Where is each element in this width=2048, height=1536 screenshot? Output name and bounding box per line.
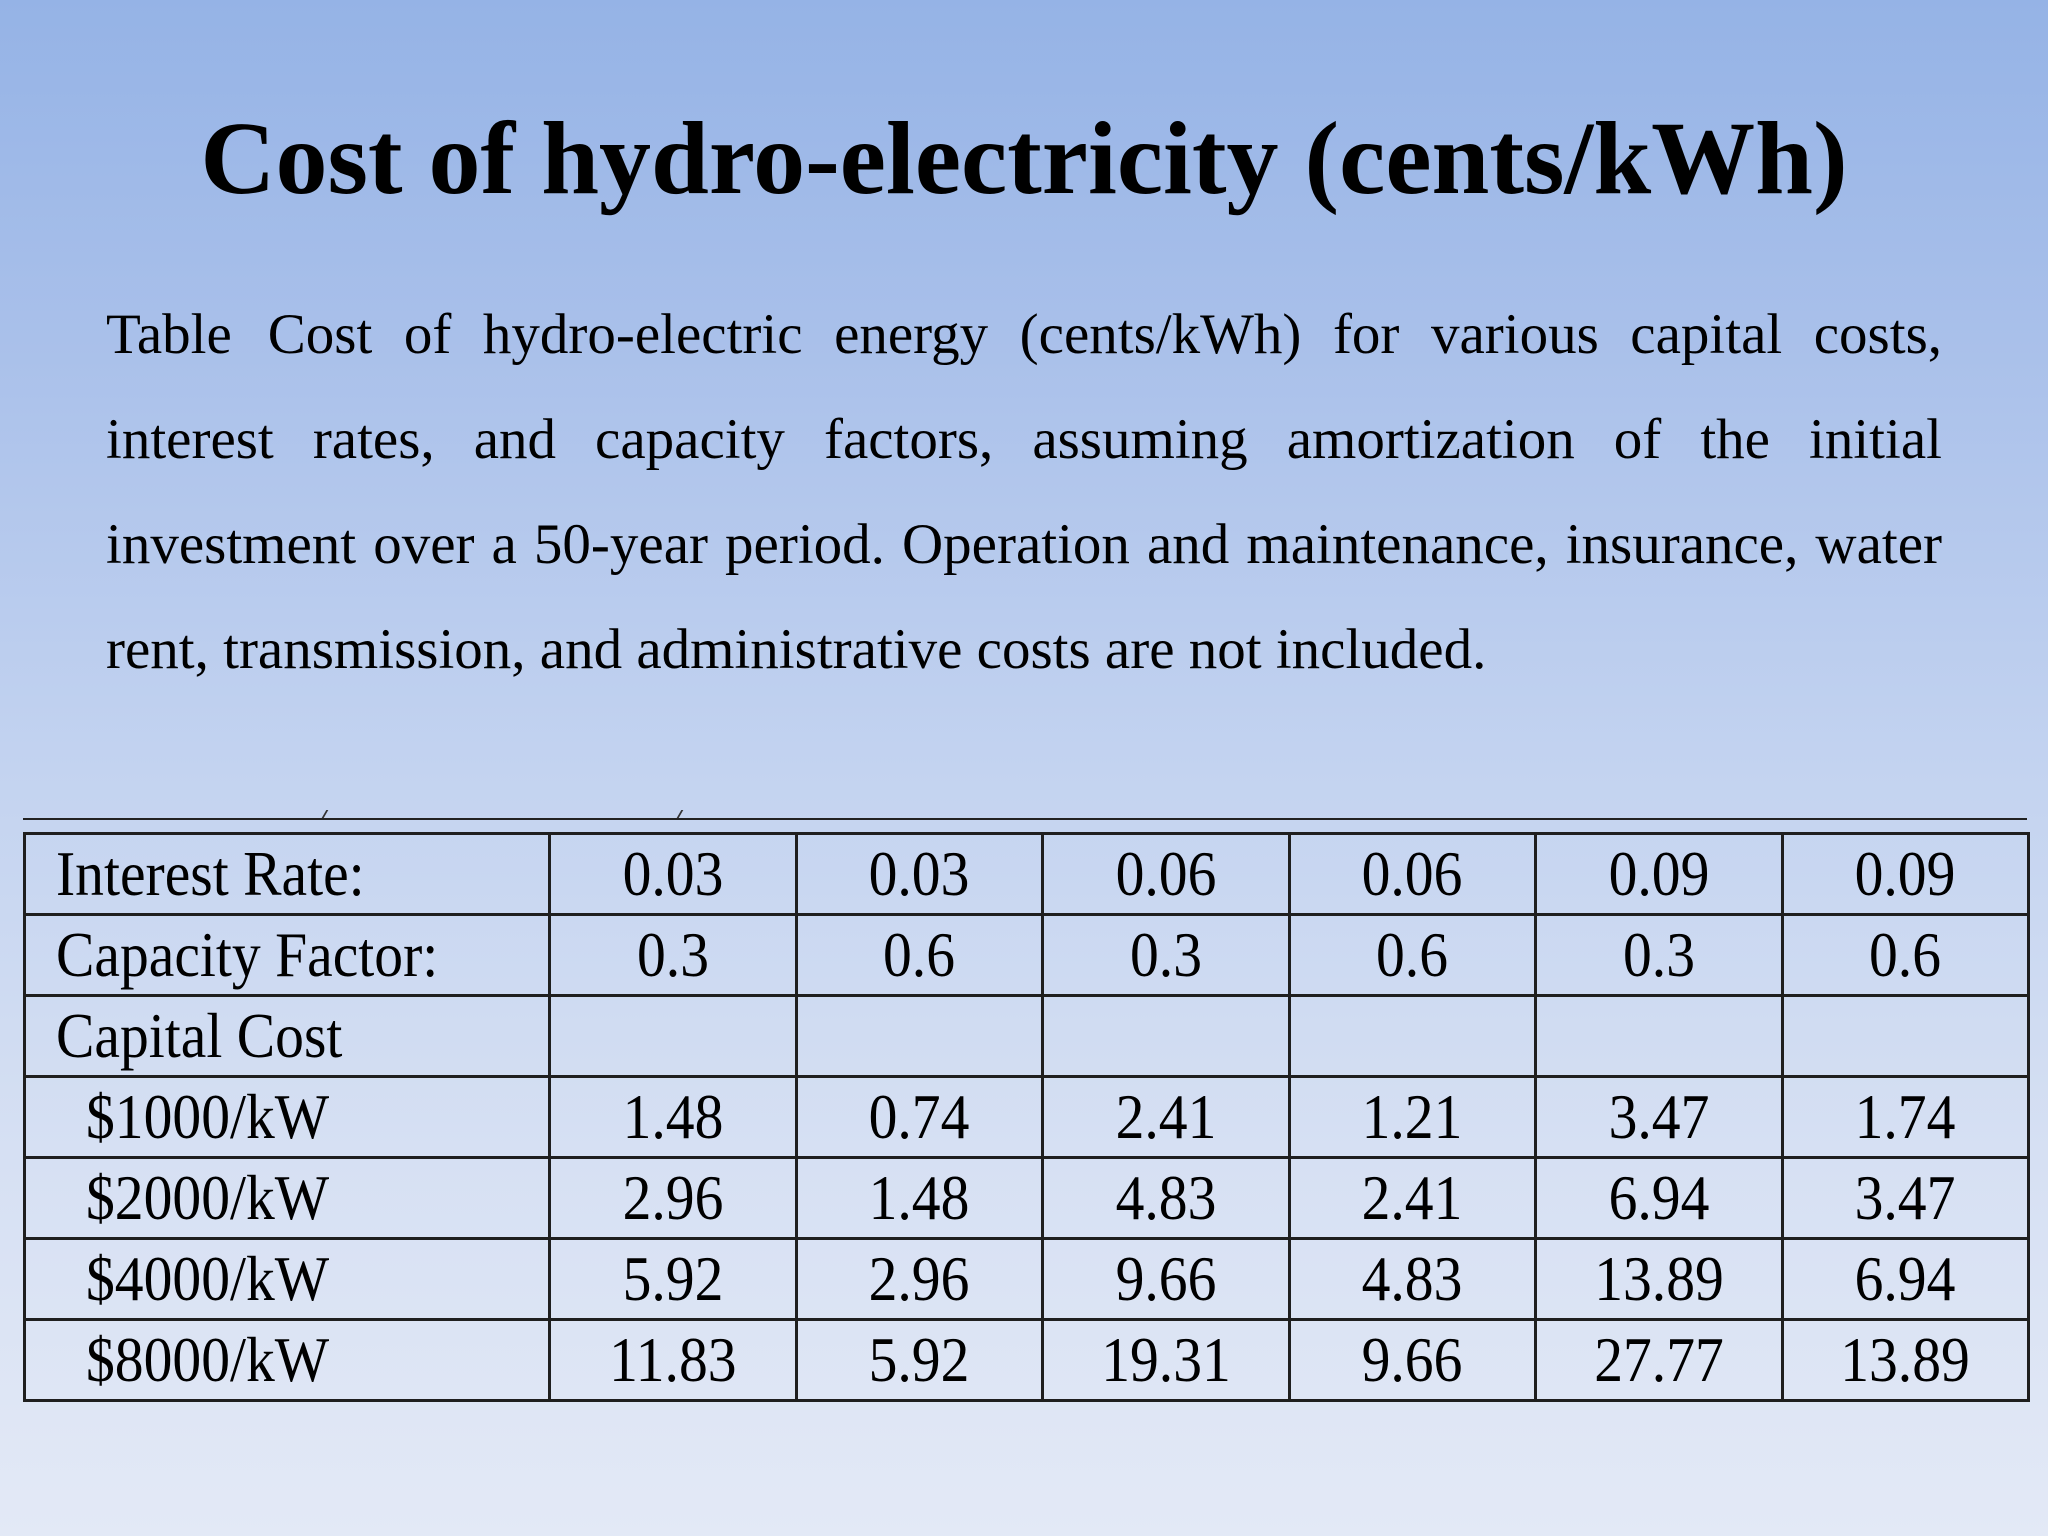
table-cell: 0.09 (1780, 832, 2030, 916)
row-label: $8000/kW (23, 1318, 551, 1402)
table-cell: 0.03 (794, 832, 1044, 916)
table-cell: 13.89 (1534, 1237, 1784, 1321)
empty-cell (1287, 994, 1537, 1078)
table-cell: 0.06 (1041, 832, 1291, 916)
table-cell: 0.6 (1780, 913, 2030, 997)
table-cell: 4.83 (1041, 1156, 1291, 1240)
table-cell: 11.83 (548, 1318, 798, 1402)
table-cell: 0.09 (1534, 832, 1784, 916)
table-cell: 19.31 (1041, 1318, 1291, 1402)
caption-text: Cost of hydro-electric energy (cents/kWh… (106, 303, 1942, 681)
empty-cell (794, 994, 1044, 1078)
empty-cell (1534, 994, 1784, 1078)
slide-title: Cost of hydro-electricity (cents/kWh) (200, 101, 1848, 216)
table-cell: 1.74 (1780, 1075, 2030, 1159)
table-row: $4000/kW 5.92 2.96 9.66 4.83 13.89 6.94 (23, 1237, 2030, 1321)
table-cell: 0.6 (1287, 913, 1537, 997)
table-cell: 1.48 (548, 1075, 798, 1159)
table-cell: 5.92 (548, 1237, 798, 1321)
table-cell: 0.03 (548, 832, 798, 916)
row-label: Interest Rate: (23, 832, 551, 916)
table-cell: 1.48 (794, 1156, 1044, 1240)
table-top-rule (23, 818, 2027, 820)
empty-cell (1041, 994, 1291, 1078)
table-cell: 0.3 (548, 913, 798, 997)
table-cell: 5.92 (794, 1318, 1044, 1402)
table-cell: 27.77 (1534, 1318, 1784, 1402)
table-cell: 1.21 (1287, 1075, 1537, 1159)
table-cell: 13.89 (1780, 1318, 2030, 1402)
table-cell: 9.66 (1287, 1318, 1537, 1402)
table-cell: 3.47 (1534, 1075, 1784, 1159)
table-row: $1000/kW 1.48 0.74 2.41 1.21 3.47 1.74 (23, 1075, 2030, 1159)
clipped-mark (315, 810, 329, 818)
interest-rate-row: Interest Rate: 0.03 0.03 0.06 0.06 0.09 … (23, 832, 2030, 916)
table-cell: 6.94 (1780, 1237, 2030, 1321)
table-cell: 0.3 (1041, 913, 1291, 997)
table-cell: 0.3 (1534, 913, 1784, 997)
clipped-mark (670, 810, 684, 818)
table-cell: 0.06 (1287, 832, 1537, 916)
row-label: Capacity Factor: (23, 913, 551, 997)
capacity-factor-row: Capacity Factor: 0.3 0.6 0.3 0.6 0.3 0.6 (23, 913, 2030, 997)
table-cell: 0.6 (794, 913, 1044, 997)
table-row: $2000/kW 2.96 1.48 4.83 2.41 6.94 3.47 (23, 1156, 2030, 1240)
table-cell: 4.83 (1287, 1237, 1537, 1321)
table-cell: 3.47 (1780, 1156, 2030, 1240)
table-row: $8000/kW 11.83 5.92 19.31 9.66 27.77 13.… (23, 1318, 2030, 1402)
table-cell: 9.66 (1041, 1237, 1291, 1321)
table-cell: 2.41 (1287, 1156, 1537, 1240)
table-caption: Table Cost of hydro-electric energy (cent… (106, 282, 1942, 702)
row-label: $2000/kW (23, 1156, 551, 1240)
section-label: Capital Cost (23, 994, 551, 1078)
empty-cell (1780, 994, 2030, 1078)
row-label: $1000/kW (23, 1075, 551, 1159)
row-label: $4000/kW (23, 1237, 551, 1321)
table-cell: 2.96 (794, 1237, 1044, 1321)
cost-table: Interest Rate: 0.03 0.03 0.06 0.06 0.09 … (23, 832, 2030, 1402)
table-cell: 2.41 (1041, 1075, 1291, 1159)
capital-cost-section-row: Capital Cost (23, 994, 2030, 1078)
table-cell: 2.96 (548, 1156, 798, 1240)
table-cell: 6.94 (1534, 1156, 1784, 1240)
empty-cell (548, 994, 798, 1078)
table-cell: 0.74 (794, 1075, 1044, 1159)
caption-label: Table (106, 303, 232, 366)
